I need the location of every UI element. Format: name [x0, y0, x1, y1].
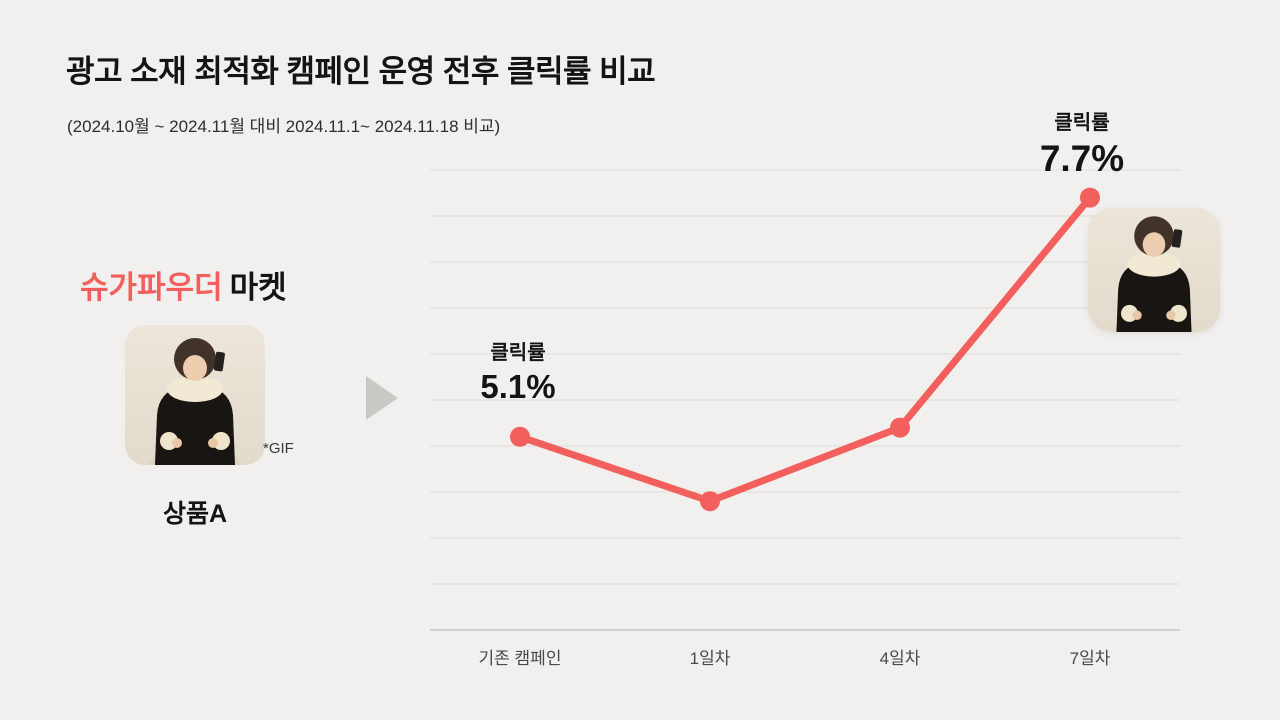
data-point-2	[890, 417, 910, 438]
result-photo-illustration	[1088, 208, 1220, 332]
page-subtitle: (2024.10월 ~ 2024.11월 대비 2024.11.1~ 2024.…	[67, 117, 501, 136]
annotation-label: 클릭률	[1054, 112, 1110, 134]
arrow-right-icon	[366, 376, 398, 420]
brand-suffix: 마켓	[229, 270, 287, 305]
x-axis-label-2: 4일차	[879, 649, 921, 668]
annotation-value: 7.7%	[1039, 138, 1125, 179]
product-name: 상품A	[162, 500, 228, 528]
brand-title: 슈가파우더 마켓	[80, 262, 287, 307]
brand-name: 슈가파우더	[80, 270, 223, 305]
gif-label: *GIF	[263, 440, 294, 457]
page-title: 광고 소재 최적화 캠페인 운영 전후 클릭률 비교	[66, 54, 656, 89]
data-point-3	[1080, 187, 1100, 208]
x-axis-label-3: 7일차	[1069, 649, 1111, 668]
annotation-value: 5.1%	[480, 368, 556, 405]
annotation-start-point: 클릭률 5.1%	[480, 336, 555, 406]
product-photo-illustration	[125, 325, 265, 465]
x-axis-label-1: 1일차	[689, 649, 731, 668]
data-point-0	[510, 426, 530, 447]
ctr-line-chart: 기존 캠페인 1일차 4일차 7일차	[430, 169, 1180, 690]
result-product-image	[1088, 208, 1220, 332]
x-axis-label-0: 기존 캠페인	[478, 649, 562, 668]
annotation-end-point: 클릭률 7.7%	[1040, 106, 1124, 180]
ctr-trend-line	[516, 194, 1094, 505]
chart-plot-area	[430, 169, 1180, 631]
data-point-1	[700, 491, 720, 512]
x-axis-labels: 기존 캠페인 1일차 4일차 7일차	[430, 644, 1180, 668]
product-image	[125, 325, 265, 465]
annotation-label: 클릭률	[490, 342, 546, 364]
